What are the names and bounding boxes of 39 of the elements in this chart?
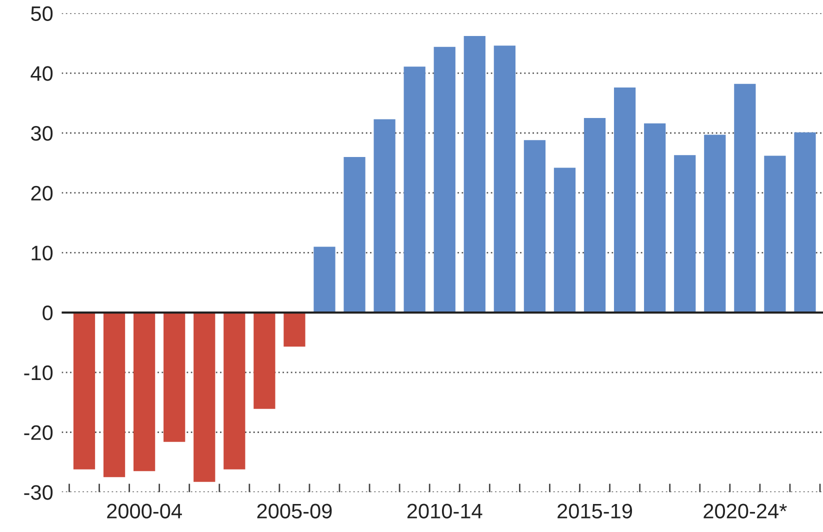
y-tick-label: -20 <box>24 425 53 440</box>
bar <box>344 156 366 313</box>
y-tick-label: 30 <box>31 126 53 141</box>
y-tick-label: 40 <box>30 66 53 81</box>
bar <box>674 155 696 313</box>
y-tick-label: 0 <box>42 306 53 320</box>
bar <box>464 36 486 313</box>
x-tick-label: 2005-09 <box>257 504 332 519</box>
y-tick-label: -10 <box>24 365 53 380</box>
bar <box>764 156 786 313</box>
bar <box>73 312 96 470</box>
bar <box>284 312 306 347</box>
bar <box>103 312 126 478</box>
y-tick-label: 20 <box>31 186 53 201</box>
bar <box>374 119 396 313</box>
bar <box>794 132 816 313</box>
bar <box>644 123 666 313</box>
x-tick-label: 2000-04 <box>107 504 182 519</box>
y-tick-label: 10 <box>32 246 53 260</box>
bar <box>524 140 546 313</box>
x-tick-label: 2010-14 <box>407 504 482 519</box>
bar <box>704 134 726 313</box>
bar <box>164 312 186 442</box>
x-tick-label: 2020-24* <box>704 504 787 519</box>
y-tick-label: 50 <box>31 6 53 22</box>
bar <box>434 46 456 313</box>
bar <box>584 118 606 313</box>
bar <box>494 46 516 313</box>
bar <box>734 84 756 313</box>
bar <box>404 66 426 313</box>
bar <box>614 88 636 313</box>
bar <box>134 312 156 472</box>
bar <box>194 312 216 482</box>
bar <box>254 312 276 409</box>
y-tick-label: -30 <box>24 485 53 500</box>
bar <box>314 246 336 313</box>
bar <box>554 168 576 313</box>
x-tick-label: 2015-19 <box>558 504 632 519</box>
bar <box>224 312 246 470</box>
